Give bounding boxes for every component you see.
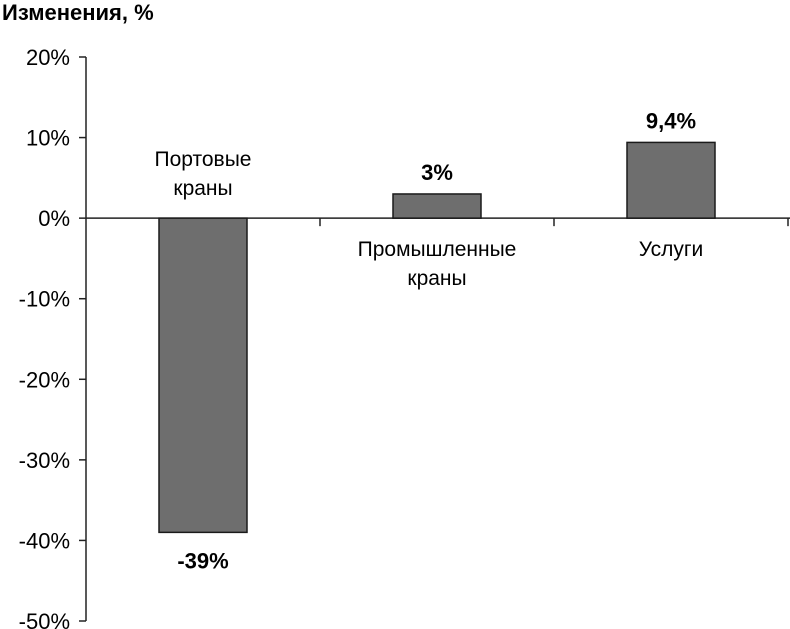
y-tick-label: -30% <box>19 448 70 473</box>
data-label: -39% <box>177 548 228 573</box>
y-tick-label: -50% <box>19 609 70 629</box>
category-label: Услуги <box>639 238 704 261</box>
bar <box>158 217 248 534</box>
category-label-line: краны <box>407 267 466 290</box>
bars-layer <box>158 141 716 534</box>
y-tick-label: -40% <box>19 528 70 553</box>
chart-title: Изменения, % <box>2 0 154 25</box>
y-tick-label: 0% <box>38 206 70 231</box>
category-label: Промышленные краны <box>358 238 517 290</box>
y-tick-label: -10% <box>19 287 70 312</box>
labels-layer: -39% Портовые краны 3% Промышленные краны 9,4%… <box>155 108 704 573</box>
bar <box>626 141 716 219</box>
y-tick-label: 20% <box>26 45 70 70</box>
y-tick-label: 10% <box>26 126 70 151</box>
category-label-line: краны <box>173 177 232 200</box>
category-label-line: Портовые <box>155 148 252 171</box>
data-label: 3% <box>421 160 453 185</box>
bar <box>392 193 482 219</box>
axis-layer: 20% 10% 0% -10% -20% -30% -40% -50% <box>19 45 790 629</box>
category-label: Портовые краны <box>155 148 252 200</box>
data-label: 9,4% <box>646 108 696 133</box>
category-label-line: Промышленные <box>358 238 517 261</box>
category-label-line: Услуги <box>639 238 704 261</box>
y-tick-label: -20% <box>19 367 70 392</box>
